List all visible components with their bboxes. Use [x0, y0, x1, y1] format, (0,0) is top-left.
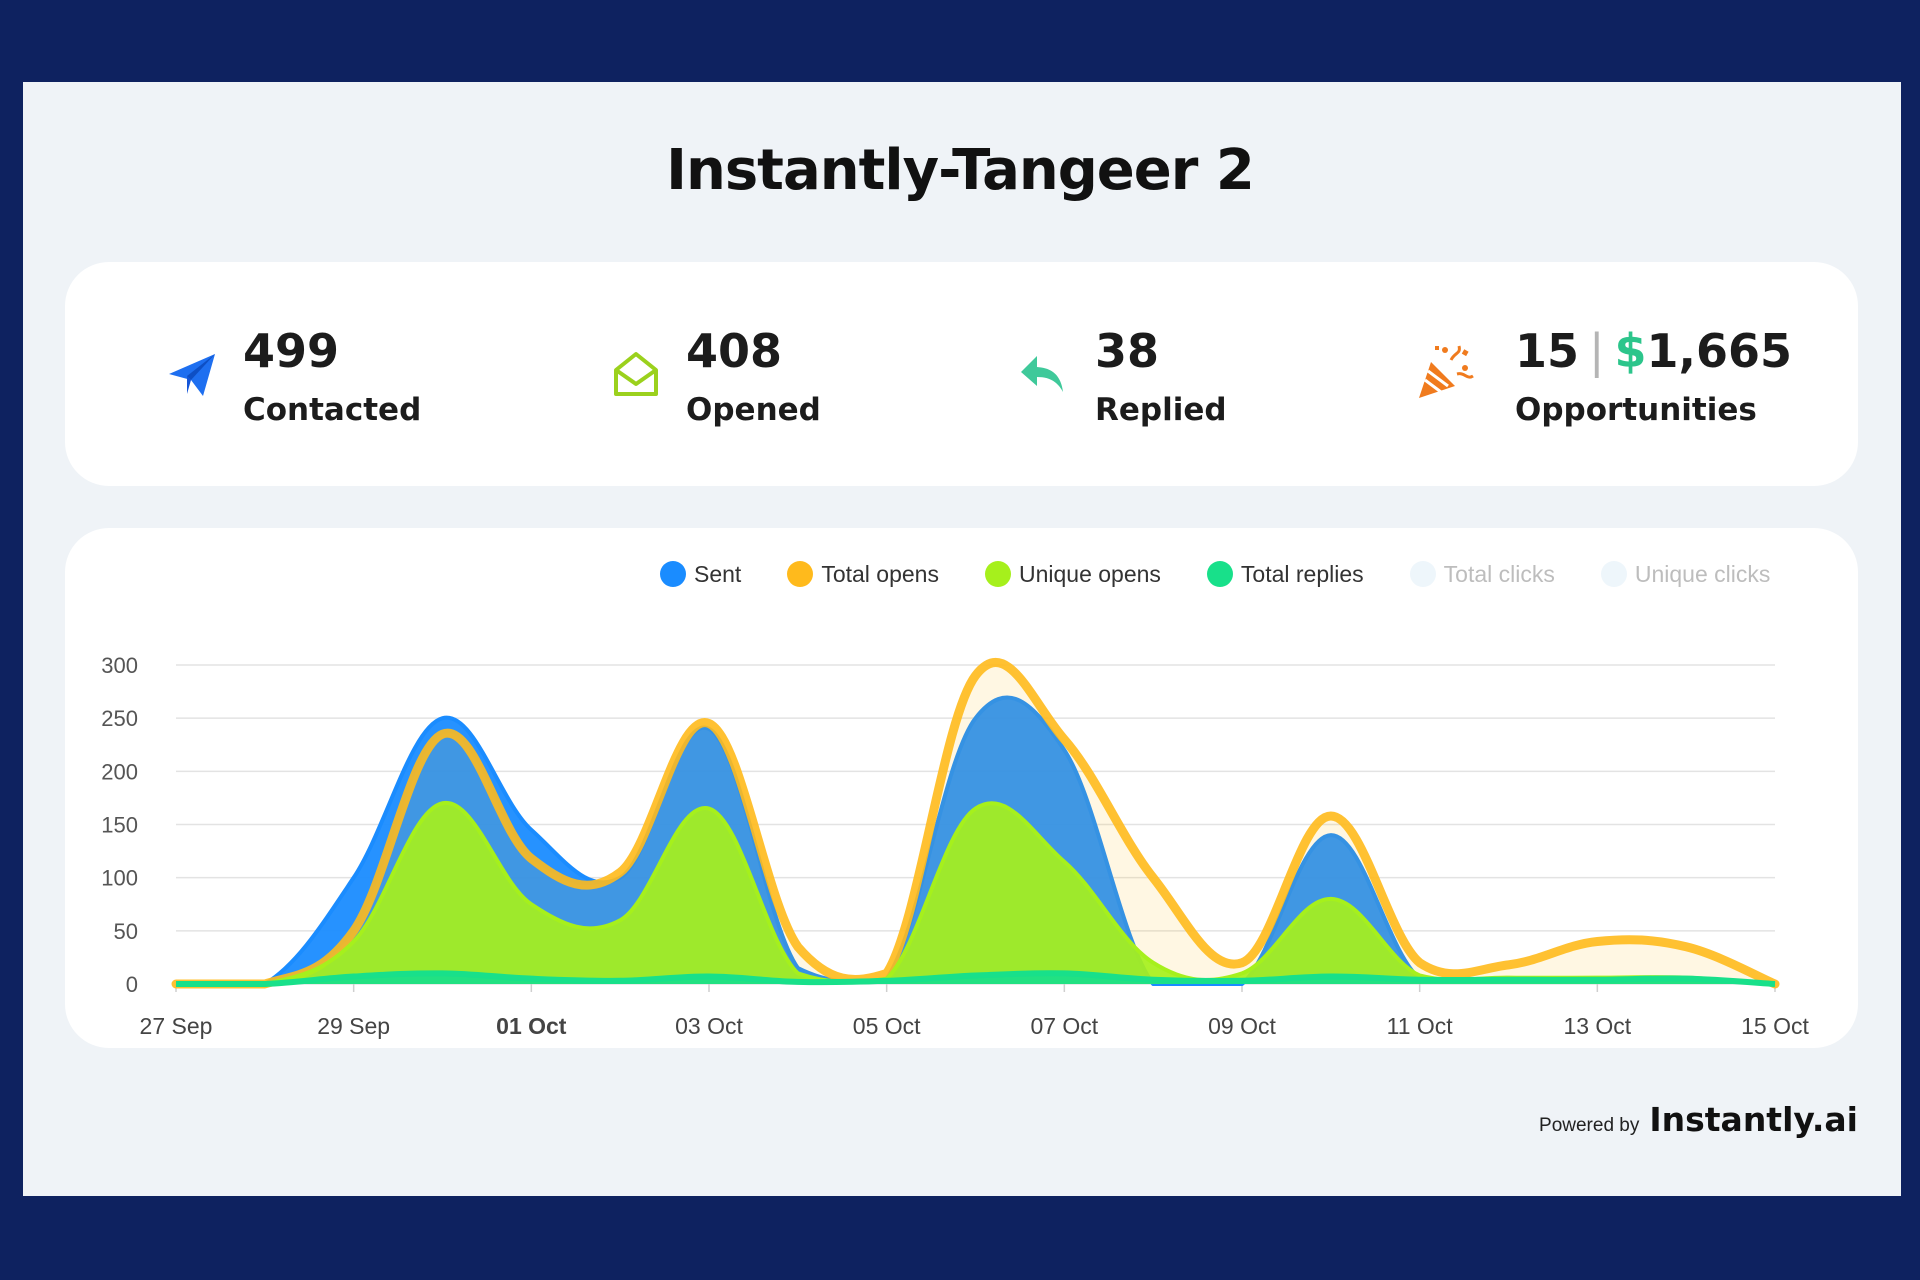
powered-by-label: Powered by	[1539, 1115, 1640, 1136]
x-tick-label: 29 Sep	[317, 1013, 390, 1039]
opportunities-count: 15	[1515, 324, 1580, 378]
stat-label: Contacted	[243, 392, 422, 428]
reply-arrow-icon	[1021, 356, 1063, 392]
x-tick-label: 11 Oct	[1387, 1013, 1454, 1039]
legend-item-total-clicks[interactable]: Total clicks	[1409, 560, 1555, 588]
stats-card: 499 Contacted 408 Opened 38 Replied 15 | $…	[65, 262, 1858, 486]
stat-value: 499	[243, 324, 340, 378]
stat-value: 38	[1095, 324, 1160, 378]
legend-dot	[1206, 561, 1233, 587]
area-unique-opens	[176, 802, 1775, 984]
party-popper-icon	[1419, 345, 1474, 398]
y-tick-label: 200	[101, 759, 138, 784]
x-tick-label: 07 Oct	[1030, 1013, 1098, 1039]
legend-item-sent[interactable]: Sent	[660, 561, 741, 588]
paper-plane-icon	[169, 354, 215, 396]
stat-label: Replied	[1095, 392, 1227, 428]
x-tick-label: 05 Oct	[853, 1013, 921, 1039]
line-total-opens	[171, 658, 1780, 989]
y-tick-label: 150	[101, 813, 138, 838]
x-tick-label: 03 Oct	[675, 1013, 743, 1039]
legend-item-total-opens[interactable]: Total opens	[787, 561, 939, 588]
x-tick-label: 27 Sep	[140, 1013, 213, 1039]
footer: Powered by Instantly.ai	[1539, 1100, 1858, 1139]
x-tick-label: 01 Oct	[496, 1013, 567, 1039]
chart-legend: Sent Total opens Unique opens Total repl…	[660, 556, 1770, 592]
x-tick-label: 09 Oct	[1208, 1013, 1276, 1039]
stat-label: Opportunities	[1515, 392, 1757, 428]
legend-item-total-replies[interactable]: Total replies	[1206, 560, 1364, 588]
legend-label: Total clicks	[1443, 560, 1555, 587]
page-title: Instantly-Tangeer 2	[666, 138, 1255, 203]
x-tick-label: 15 Oct	[1741, 1013, 1809, 1039]
y-tick-label: 100	[101, 866, 138, 891]
x-tick-label: 13 Oct	[1563, 1013, 1631, 1039]
stat-value: 15 | $1,665	[1515, 324, 1792, 378]
stat-value: 408	[686, 324, 783, 378]
legend-label: Unique opens	[1018, 560, 1161, 587]
legend-label: Unique clicks	[1634, 560, 1771, 587]
y-tick-label: 50	[114, 919, 138, 944]
value-separator: |	[1589, 324, 1605, 378]
legend-dot	[1409, 561, 1436, 587]
legend-label: Sent	[694, 560, 742, 587]
y-tick-label: 250	[101, 706, 138, 731]
legend-item-unique-clicks[interactable]: Unique clicks	[1600, 560, 1771, 588]
legend-dot	[660, 561, 686, 587]
legend-dot	[984, 561, 1011, 587]
opportunities-value: 1,665	[1646, 324, 1793, 378]
legend-dot	[787, 561, 814, 587]
legend-label: Total opens	[821, 560, 939, 587]
legend-dot	[1600, 561, 1627, 587]
legend-label: Total replies	[1240, 560, 1364, 587]
brand-logo[interactable]: Instantly.ai	[1649, 1100, 1858, 1139]
legend-item-unique-opens[interactable]: Unique opens	[984, 560, 1161, 588]
open-envelope-icon	[614, 352, 658, 396]
y-tick-label: 300	[101, 653, 138, 678]
y-tick-label: 0	[126, 972, 138, 997]
stat-label: Opened	[686, 392, 821, 428]
line-total-replies	[175, 970, 1776, 988]
money-symbol: $	[1614, 324, 1647, 378]
